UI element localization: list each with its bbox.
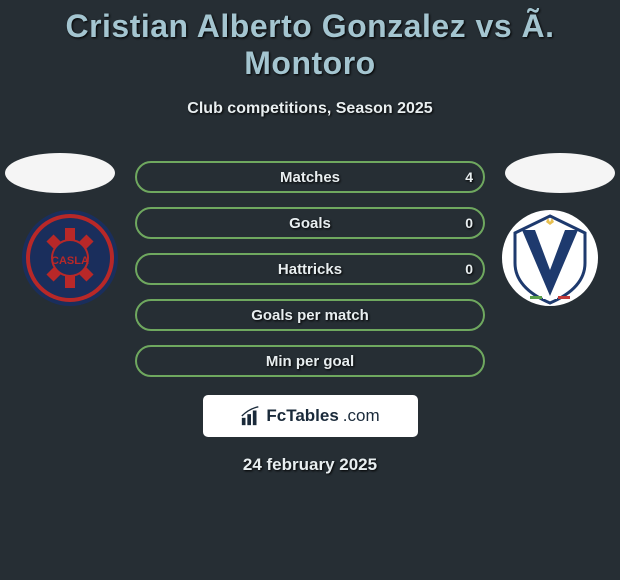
svg-text:CASLA: CASLA — [51, 255, 89, 267]
logo-brand-text: FcTables — [266, 406, 338, 426]
bar-chart-icon — [240, 405, 262, 427]
stat-row-goals: Goals 0 — [135, 207, 485, 239]
stat-label: Goals — [289, 215, 331, 232]
stat-label: Min per goal — [266, 353, 354, 370]
stat-value-right: 0 — [465, 261, 473, 277]
date-text: 24 february 2025 — [0, 455, 620, 475]
club-badge-left: CASLA — [20, 208, 120, 308]
stat-value-right: 0 — [465, 215, 473, 231]
page-title: Cristian Alberto Gonzalez vs Ã. Montoro — [0, 0, 620, 82]
stats-container: Matches 4 Goals 0 Hattricks 0 Goals per … — [135, 153, 485, 377]
stat-label: Goals per match — [251, 307, 369, 324]
stat-row-goals-per-match: Goals per match — [135, 299, 485, 331]
stat-label: Hattricks — [278, 261, 342, 278]
stat-row-hattricks: Hattricks 0 — [135, 253, 485, 285]
stat-value-right: 4 — [465, 169, 473, 185]
player-avatar-left-placeholder — [5, 153, 115, 193]
subtitle: Club competitions, Season 2025 — [0, 100, 620, 118]
stat-label: Matches — [280, 169, 340, 186]
stat-row-min-per-goal: Min per goal — [135, 345, 485, 377]
san-lorenzo-crest-icon: CASLA — [20, 208, 120, 308]
logo-domain-text: .com — [343, 406, 380, 426]
fctables-logo: FcTables.com — [203, 395, 418, 437]
player-avatar-right-placeholder — [505, 153, 615, 193]
comparison-content: CASLA Matches 4 Goals 0 H — [0, 153, 620, 475]
club-badge-right — [500, 208, 600, 308]
stat-row-matches: Matches 4 — [135, 161, 485, 193]
velez-crest-icon — [500, 208, 600, 308]
